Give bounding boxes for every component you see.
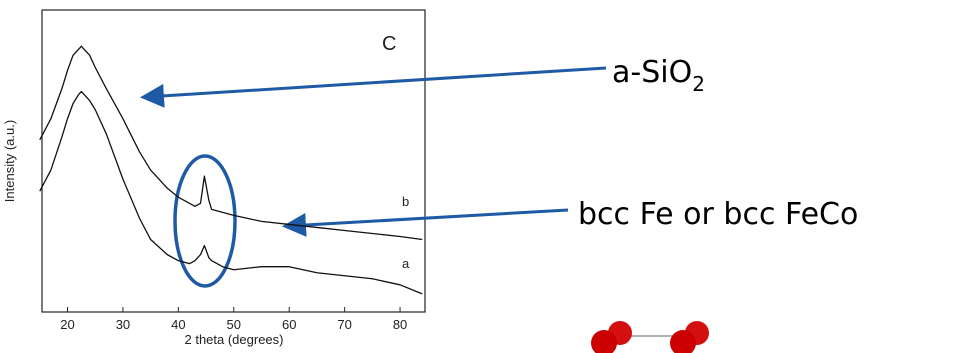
peak-highlight bbox=[175, 156, 235, 286]
x-tick-label: 80 bbox=[393, 317, 407, 332]
x-tick-label: 30 bbox=[116, 317, 130, 332]
series-label: a bbox=[402, 256, 410, 271]
annotation-subscript: 2 bbox=[692, 72, 705, 96]
panel-label: C bbox=[382, 33, 396, 55]
series-label: b bbox=[402, 194, 409, 209]
annotation: bcc Fe or bcc FeCo bbox=[578, 197, 858, 232]
crystal-icon bbox=[591, 321, 709, 353]
plot-frame bbox=[42, 10, 425, 312]
x-tick-label: 20 bbox=[60, 317, 74, 332]
arrow bbox=[288, 210, 568, 226]
slide: Intensity (a.u.) 2 theta (degrees) C b a… bbox=[0, 0, 954, 353]
x-axis-label: 2 theta (degrees) bbox=[184, 332, 283, 347]
x-tick-label: 40 bbox=[171, 317, 185, 332]
annotation-text: a-SiO bbox=[612, 55, 692, 90]
x-tick-label: 50 bbox=[227, 317, 241, 332]
data-line bbox=[40, 46, 422, 239]
annotation: a-SiO2 bbox=[612, 55, 705, 96]
x-tick-label: 70 bbox=[337, 317, 351, 332]
x-tick-label: 60 bbox=[282, 317, 296, 332]
y-axis-label: Intensity (a.u.) bbox=[2, 120, 17, 202]
arrow bbox=[146, 68, 606, 97]
